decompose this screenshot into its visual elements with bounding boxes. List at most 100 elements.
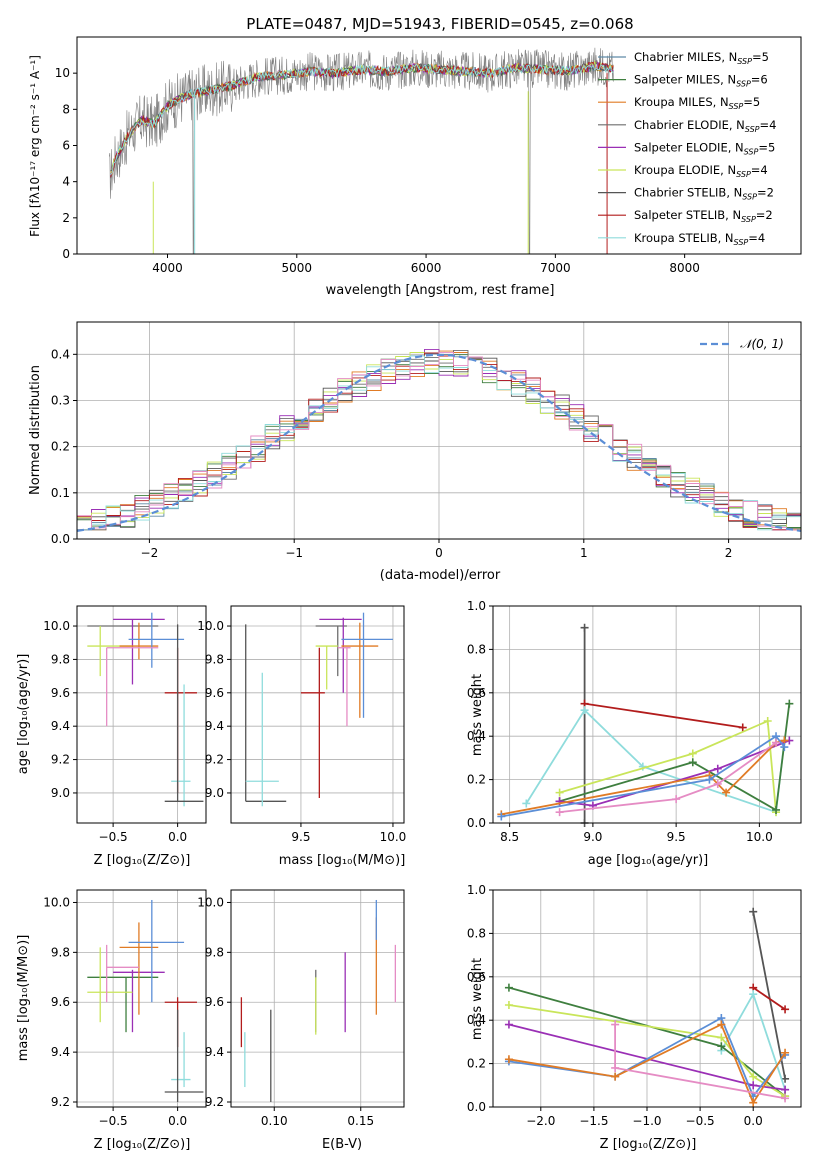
weight_vs_Z-ytick-label: 0.8 (467, 926, 486, 940)
mass_vs_Z-ytick-label: 10.0 (43, 895, 70, 909)
mass_vs_EBV-ytick-label: 9.2 (205, 1095, 224, 1109)
residuals-ytick-label: 0.0 (51, 532, 70, 546)
residuals-frame (76, 321, 802, 540)
weight_vs_age-xtick-label: 8.5 (500, 830, 519, 844)
weight_vs_age-marker (672, 795, 681, 804)
age-vs-metallicity-xlabel: Z [log₁₀(Z/Z⊙)] (94, 853, 191, 868)
residuals-xtick-label: −2 (141, 546, 159, 560)
mass_vs_Z-xtick-label: −0.5 (99, 1114, 128, 1128)
mass_vs_Z-ytick-label: 9.4 (51, 1045, 70, 1059)
mass-vs-metallicity-ylabel: mass [log₁₀(M/M⊙)] (16, 935, 31, 1062)
mass_vs_EBV-xtick-label: 0.10 (261, 1114, 288, 1128)
weight_vs_Z-xtick-label: −1.5 (579, 1114, 608, 1128)
spectrum-legend-label: Kroupa ELODIE, NSSP=4 (634, 163, 768, 179)
mass_vs_EBV-ytick-label: 9.8 (205, 945, 224, 959)
mass_vs_EBV-frame (230, 889, 405, 1108)
weight_vs_age-marker (772, 805, 781, 814)
age_vs_Z-xtick-label: 0.0 (168, 830, 187, 844)
weight_vs_age-series-line (559, 741, 777, 813)
spectrum-ylabel: Flux [fλ10⁻¹⁷ erg cm⁻² s⁻¹ A⁻¹] (28, 55, 42, 237)
weight-vs-metallicity-xlabel: Z [log₁₀(Z/Z⊙)] (600, 1137, 697, 1152)
weight-vs-age-ylabel: mass weight (470, 674, 485, 756)
weight_vs_Z-series-line (752, 911, 786, 1079)
weight_vs_Z-marker (781, 1005, 790, 1014)
weight-vs-metallicity-ylabel: mass weight (470, 958, 485, 1040)
residuals-xtick-label: 0 (435, 546, 443, 560)
weight_vs_age-frame (492, 605, 802, 824)
mass_vs_Z-ytick-label: 9.2 (51, 1095, 70, 1109)
weight_vs_age-ytick-label: 0.4 (467, 729, 486, 743)
weight_vs_Z-marker (749, 907, 758, 916)
spectrum-legend-label: Salpeter ELODIE, NSSP=5 (634, 140, 775, 156)
residuals-legend-label: 𝒩(0, 1) (740, 337, 784, 351)
age_vs_Z-frame (76, 605, 207, 824)
spectrum-legend-label: Chabrier STELIB, NSSP=2 (634, 186, 774, 202)
weight_vs_age-series-line (584, 702, 743, 729)
weight_vs_age-marker (780, 743, 789, 752)
spectrum-ytick-label: 8 (62, 102, 70, 116)
weight_vs_age-marker (705, 775, 714, 784)
age_vs_mass-ytick-label: 9.2 (205, 753, 224, 767)
weight_vs_age-marker (497, 812, 506, 821)
age_vs_mass-ytick-label: 9.4 (205, 719, 224, 733)
weight_vs_Z-marker (504, 1055, 513, 1064)
residuals-ylabel: Normed distribution (28, 365, 43, 495)
weight_vs_age-ytick-label: 0.0 (467, 816, 486, 830)
age_vs_mass-xtick-label: 10.0 (380, 830, 407, 844)
spectrum-frame (76, 36, 802, 255)
residuals-ytick-label: 0.3 (51, 393, 70, 407)
weight_vs_age-marker (713, 779, 722, 788)
weight_vs_Z-marker (749, 1098, 758, 1107)
weight_vs_Z-marker (781, 1048, 790, 1057)
weight_vs_Z-marker (717, 1033, 726, 1042)
weight_vs_age-ytick-label: 0.6 (467, 686, 486, 700)
mass-vs-metallicity-panel: Z [log₁₀(Z/Z⊙)] mass [log₁₀(M/M⊙)] −0.5 0… (16, 889, 207, 1152)
spectrum-legend-label: Chabrier MILES, NSSP=5 (634, 50, 769, 66)
weight_vs_Z-marker (749, 990, 758, 999)
age_vs_Z-xtick-label: −0.5 (99, 830, 128, 844)
normal-reference-curve (76, 353, 802, 532)
residuals-xtick-label: 1 (580, 546, 588, 560)
weight_vs_Z-marker (504, 1001, 513, 1010)
age-vs-mass-panel: mass [log₁₀(M/M⊙)] 9.5 10.0 9.0 9.2 9.4 9.6 9.… (197, 605, 407, 868)
weight_vs_Z-series-line (752, 986, 786, 1011)
residuals-xtick-label: −1 (285, 546, 303, 560)
age_vs_Z-ytick-label: 9.0 (51, 786, 70, 800)
weight_vs_age-marker (555, 788, 564, 797)
mass-vs-extinction-xlabel: E(B-V) (322, 1137, 362, 1152)
spectrum-legend-label: Salpeter MILES, NSSP=6 (634, 73, 768, 89)
spectrum-xtick-label: 8000 (669, 261, 700, 275)
spectrum-legend-label: Chabrier ELODIE, NSSP=4 (634, 118, 776, 134)
weight_vs_Z-marker (717, 1020, 726, 1029)
weight_vs_Z-marker (504, 983, 513, 992)
residual-histogram-step (77, 355, 801, 531)
weight_vs_age-marker (580, 706, 589, 715)
mass_vs_Z-ytick-label: 9.6 (51, 995, 70, 1009)
weight_vs_age-xtick-label: 10.0 (746, 830, 773, 844)
spectrum-xtick-label: 7000 (540, 261, 571, 275)
spectrum-legend-label: Salpeter STELIB, NSSP=2 (634, 208, 773, 224)
age_vs_mass-ytick-label: 9.6 (205, 686, 224, 700)
age_vs_mass-ytick-label: 9.0 (205, 786, 224, 800)
spectrum-ytick-label: 0 (62, 247, 70, 261)
age_vs_Z-ytick-label: 9.2 (51, 753, 70, 767)
residuals-ytick-label: 0.2 (51, 440, 70, 454)
weight_vs_age-marker (785, 699, 794, 708)
weight_vs_age-marker (772, 738, 781, 747)
mass_vs_EBV-ytick-label: 9.6 (205, 995, 224, 1009)
weight_vs_Z-marker (717, 1042, 726, 1051)
weight_vs_age-marker (763, 717, 772, 726)
weight_vs_age-series-line (501, 734, 786, 818)
weight_vs_Z-marker (611, 1063, 620, 1072)
spectrum-xtick-label: 5000 (282, 261, 313, 275)
mass_vs_EBV-ytick-label: 10.0 (197, 895, 224, 909)
weight_vs_Z-marker (781, 1085, 790, 1094)
spectrum-panel: PLATE=0487, MJD=51943, FIBERID=0545, z=0… (28, 15, 802, 298)
weight_vs_Z-ytick-label: 0.4 (467, 1013, 486, 1027)
weight_vs_Z-marker (781, 1094, 790, 1103)
weight_vs_Z-xtick-label: 0.0 (744, 1114, 763, 1128)
weight_vs_Z-marker (749, 1072, 758, 1081)
weight_vs_age-ytick-label: 1.0 (467, 599, 486, 613)
age_vs_mass-xtick-label: 9.5 (291, 830, 310, 844)
weight_vs_Z-ytick-label: 0.2 (467, 1057, 486, 1071)
